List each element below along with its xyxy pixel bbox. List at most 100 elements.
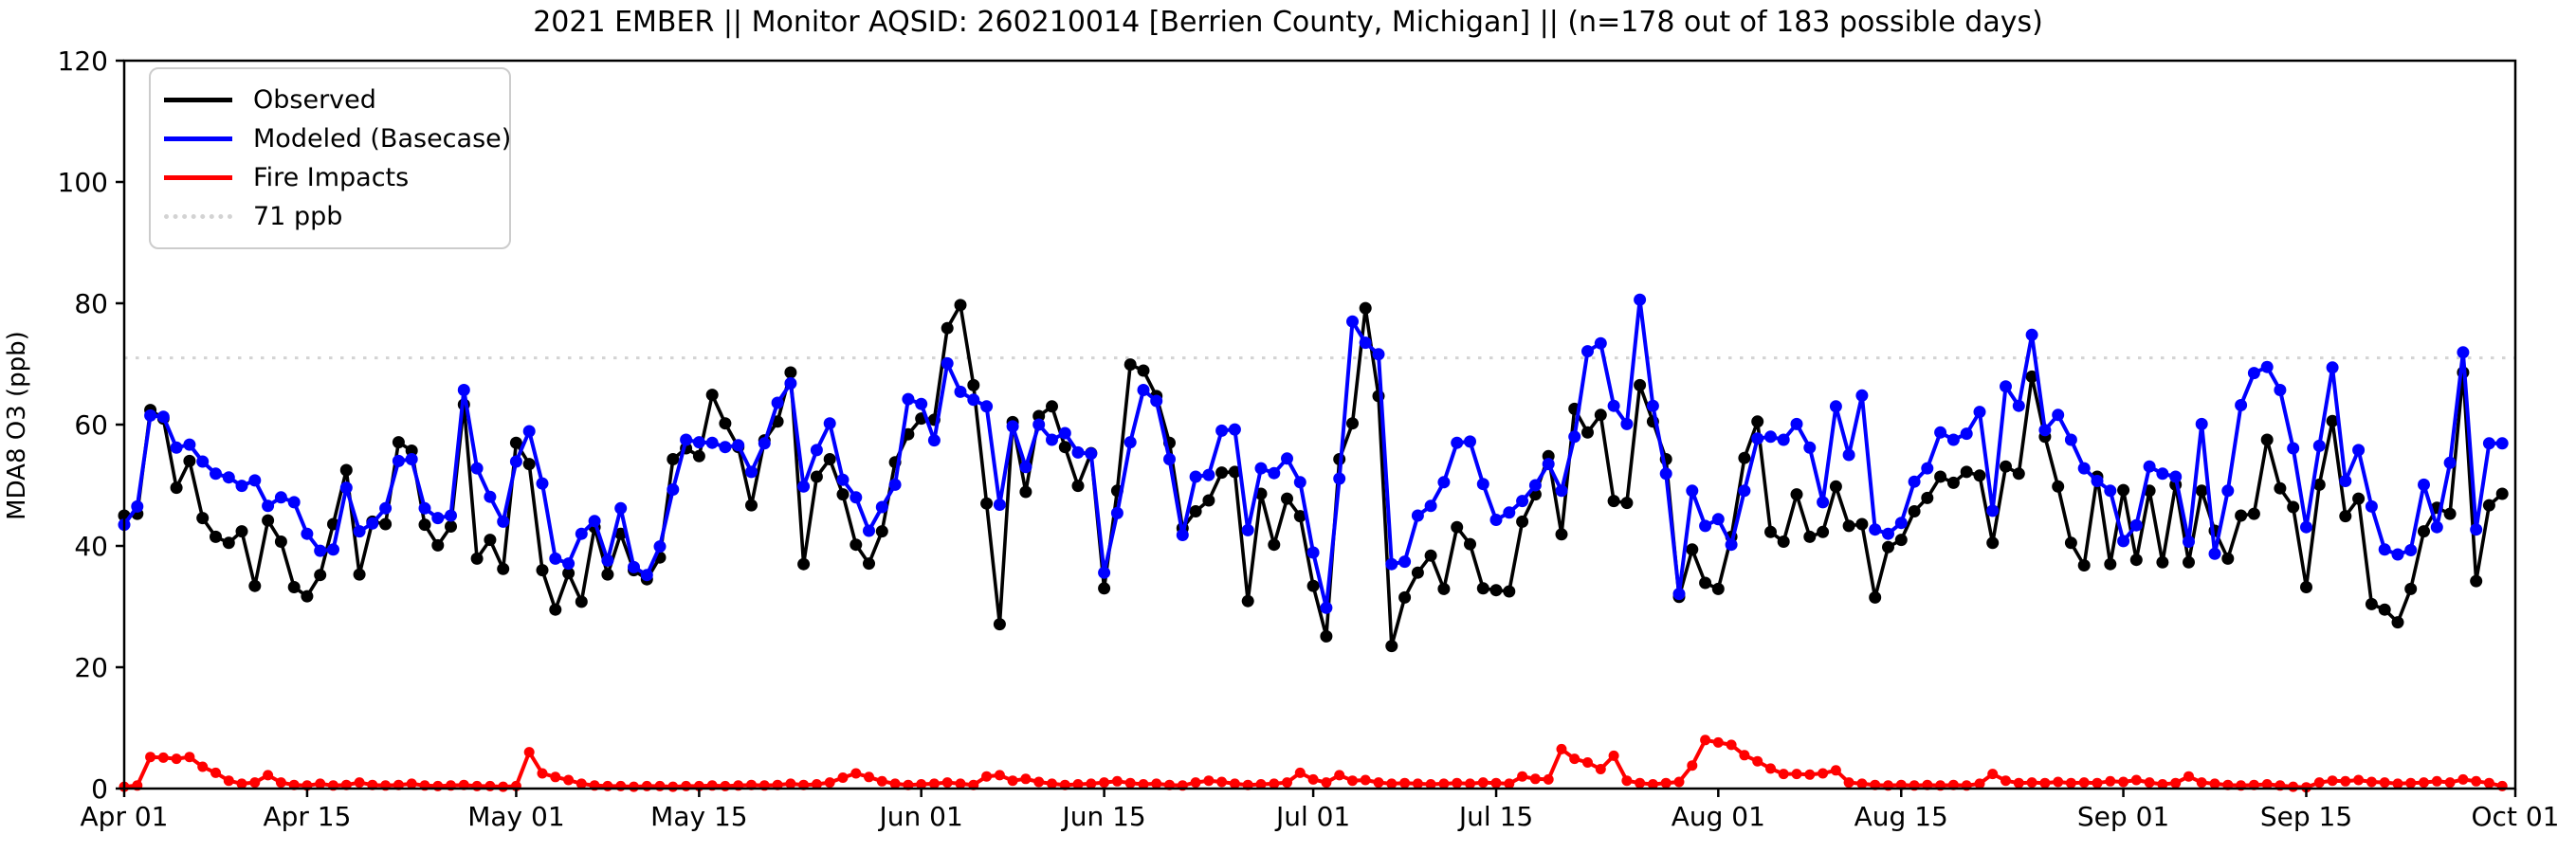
data-point-marker xyxy=(1699,576,1712,590)
data-point-marker xyxy=(2012,399,2025,412)
data-point-marker xyxy=(2077,559,2091,572)
data-point-marker xyxy=(1974,778,1985,789)
data-point-marker xyxy=(575,595,588,608)
data-point-marker xyxy=(1110,506,1124,519)
data-point-marker xyxy=(1085,447,1098,461)
data-point-marker xyxy=(797,557,811,571)
data-point-marker xyxy=(1843,777,1854,789)
data-point-marker xyxy=(536,564,549,577)
data-point-marker xyxy=(758,437,771,450)
data-point-marker xyxy=(1764,525,1777,538)
legend-item-observed: Observed xyxy=(164,81,492,119)
data-point-marker xyxy=(1046,400,1058,413)
data-point-marker xyxy=(1934,426,1947,439)
data-point-marker xyxy=(1124,358,1137,372)
data-point-marker xyxy=(1465,778,1475,789)
data-point-marker xyxy=(1791,769,1802,780)
data-point-marker xyxy=(954,385,967,398)
data-point-marker xyxy=(2327,775,2338,787)
data-point-marker xyxy=(1659,467,1672,481)
data-point-marker xyxy=(1411,509,1424,522)
data-point-marker xyxy=(1569,753,1580,765)
data-point-marker xyxy=(784,377,797,390)
data-point-marker xyxy=(863,524,875,537)
data-point-marker xyxy=(287,496,301,509)
x-tick-label: Sep 15 xyxy=(2260,801,2352,832)
data-point-marker xyxy=(1660,777,1672,789)
data-point-marker xyxy=(1647,779,1658,789)
data-point-marker xyxy=(2118,776,2129,788)
data-point-marker xyxy=(1268,538,1281,552)
y-tick-label: 80 xyxy=(74,288,108,319)
data-point-marker xyxy=(2235,399,2248,411)
data-point-marker xyxy=(431,538,445,552)
data-point-marker xyxy=(2012,467,2025,481)
data-point-marker xyxy=(653,540,667,554)
data-point-marker xyxy=(1725,538,1738,552)
data-point-marker xyxy=(2025,328,2038,341)
x-tick-label: Oct 01 xyxy=(2472,801,2560,832)
data-point-marker xyxy=(457,384,470,396)
data-point-marker xyxy=(941,356,954,370)
data-point-marker xyxy=(824,777,835,789)
data-point-marker xyxy=(2340,775,2351,787)
data-point-marker xyxy=(2339,510,2352,523)
data-point-marker xyxy=(2038,424,2052,437)
data-point-marker xyxy=(902,392,915,406)
data-point-marker xyxy=(2443,456,2457,469)
data-point-marker xyxy=(262,499,275,513)
data-point-marker xyxy=(1137,384,1150,396)
data-point-marker xyxy=(745,499,758,512)
data-point-marker xyxy=(667,453,680,465)
x-tick-label: Apr 15 xyxy=(263,801,351,832)
data-point-marker xyxy=(2471,775,2482,787)
data-point-marker xyxy=(836,488,850,501)
data-point-marker xyxy=(2391,616,2404,629)
data-point-marker xyxy=(1777,433,1790,446)
data-point-marker xyxy=(1306,546,1320,559)
data-point-marker xyxy=(2404,544,2418,556)
data-point-marker xyxy=(1490,777,1502,789)
data-point-marker xyxy=(797,480,811,493)
data-point-marker xyxy=(1424,499,1437,513)
data-point-marker xyxy=(2117,535,2130,548)
data-point-marker xyxy=(1856,778,1868,789)
data-point-marker xyxy=(2260,360,2274,373)
data-point-marker xyxy=(628,560,640,573)
data-point-marker xyxy=(2274,481,2287,495)
data-point-marker xyxy=(732,439,745,452)
data-point-marker xyxy=(1711,513,1725,526)
data-point-marker xyxy=(2482,437,2495,450)
data-point-marker xyxy=(1477,777,1489,789)
data-point-marker xyxy=(1163,453,1176,465)
data-point-marker xyxy=(1594,336,1607,350)
data-point-marker xyxy=(327,543,339,556)
data-point-marker xyxy=(2274,384,2287,396)
data-point-marker xyxy=(1176,529,1189,541)
x-tick-label: Jun 15 xyxy=(1060,801,1145,832)
data-point-marker xyxy=(2404,582,2418,595)
data-point-marker xyxy=(2183,535,2195,548)
data-point-marker xyxy=(1516,515,1529,528)
x-tick-label: Jul 01 xyxy=(1274,801,1350,832)
data-point-marker xyxy=(2001,775,2011,787)
data-point-marker xyxy=(353,525,366,538)
data-point-marker xyxy=(156,410,170,424)
data-point-marker xyxy=(1803,441,1817,454)
data-point-marker xyxy=(1333,472,1346,485)
data-point-marker xyxy=(2064,536,2077,550)
data-point-marker xyxy=(1411,566,1424,579)
data-point-marker xyxy=(405,453,418,465)
data-point-marker xyxy=(954,299,967,312)
legend-item-modeled-basecase: Modeled (Basecase) xyxy=(164,119,511,158)
data-point-marker xyxy=(379,517,393,531)
data-point-marker xyxy=(875,500,888,514)
data-point-marker xyxy=(1359,301,1372,315)
data-point-marker xyxy=(1385,557,1398,571)
data-point-marker xyxy=(1190,777,1201,789)
data-point-marker xyxy=(967,378,980,391)
data-point-marker xyxy=(1635,777,1646,789)
data-point-marker xyxy=(1007,775,1018,787)
data-point-marker xyxy=(1842,448,1855,462)
data-point-marker xyxy=(1306,579,1320,592)
